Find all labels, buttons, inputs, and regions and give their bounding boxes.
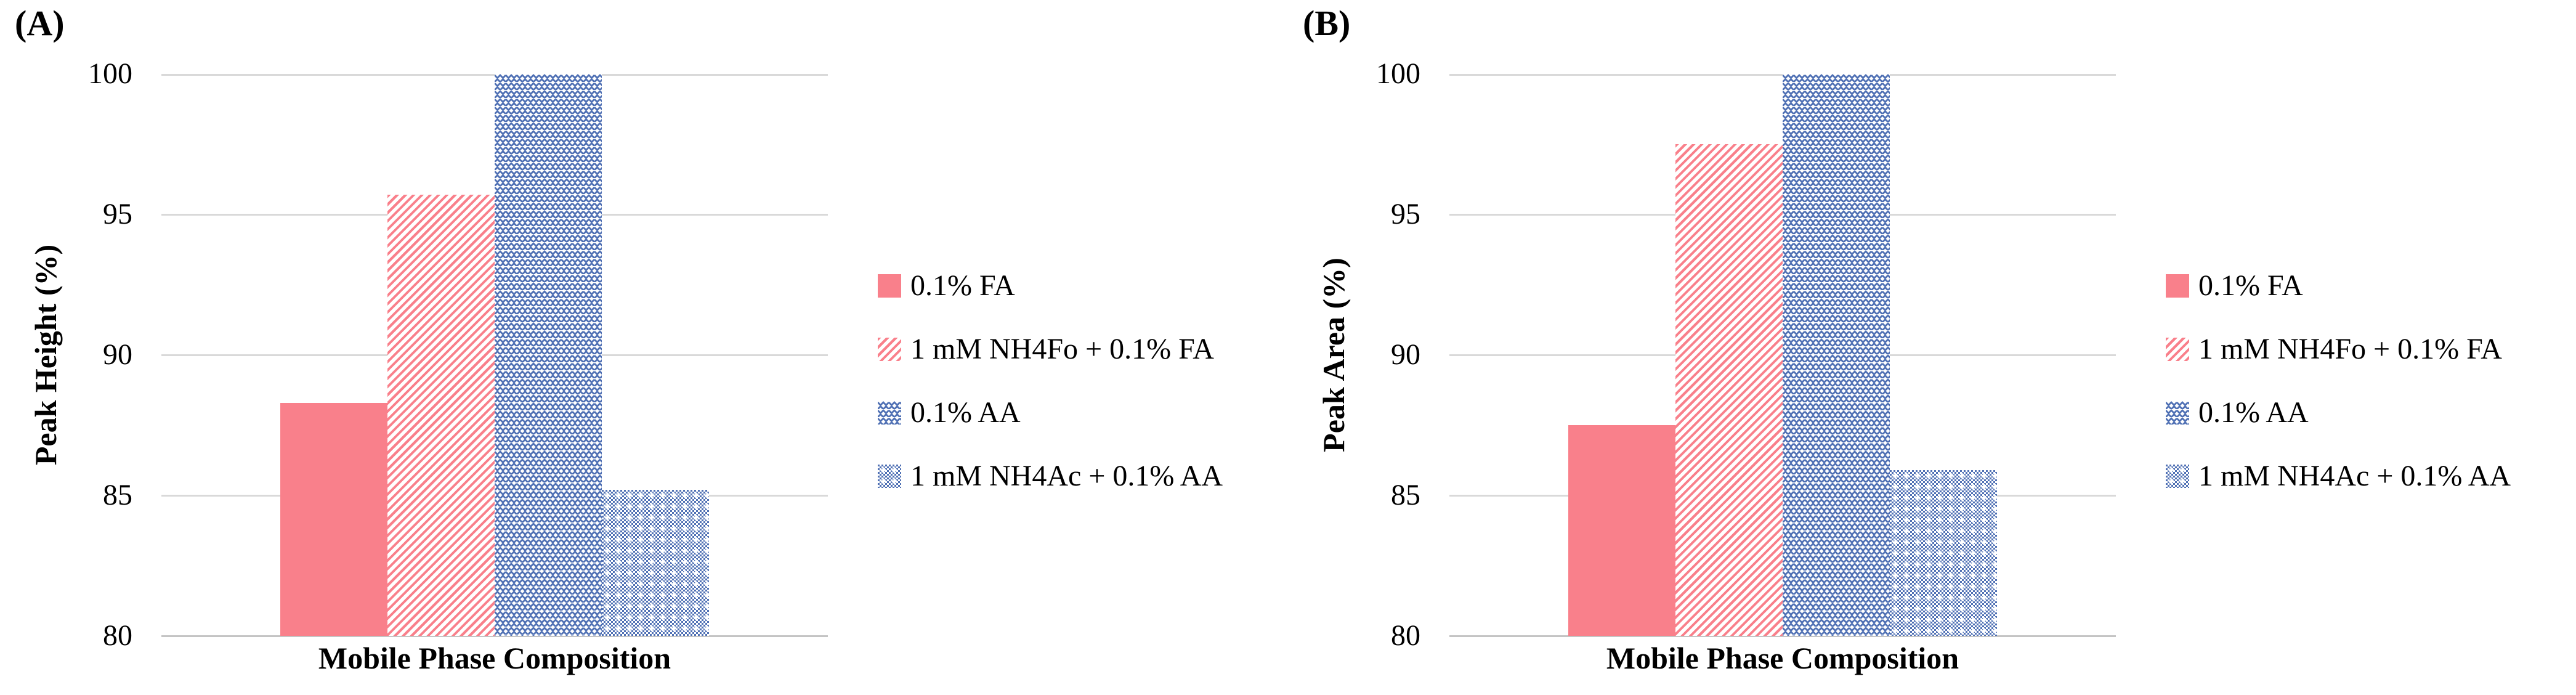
bar [1568,425,1675,636]
legend: 0.1% FA 1 mM NH4Fo + 0.1% FA 0.1% AA 1 mM N… [878,0,1284,695]
legend-item: 1 mM NH4Ac + 0.1% AA [2166,459,2511,494]
legend-label: 0.1% AA [2198,396,2309,429]
y-axis-tick-label: 85 [103,479,132,511]
legend-label: 1 mM NH4Fo + 0.1% FA [910,333,1214,365]
chart-panel-b: (B) Peak Area (%) 100 95 90 85 80 Mobile Pha… [1288,0,2576,695]
legend-item: 1 mM NH4Ac + 0.1% AA [878,459,1223,494]
legend-label: 1 mM NH4Ac + 0.1% AA [910,460,1223,492]
legend-label: 0.1% FA [910,269,1015,302]
plot-area [1449,74,2116,637]
y-axis-tick-label: 100 [1376,57,1420,90]
legend-item: 1 mM NH4Fo + 0.1% FA [2166,332,2502,367]
legend-item: 0.1% FA [2166,269,2303,303]
legend-swatch-solid-icon [2166,274,2189,298]
bar [387,195,495,636]
legend-label: 1 mM NH4Ac + 0.1% AA [2198,460,2511,492]
legend-swatch-solid-icon [878,274,901,298]
y-axis-tick-label: 80 [103,619,132,652]
legend-item: 0.1% AA [878,396,1021,430]
legend-swatch-stripe-icon [2166,338,2189,361]
bar [495,74,602,636]
x-axis-title: Mobile Phase Composition [1606,641,1959,675]
plot-area [161,74,828,637]
bar [1783,74,1890,636]
legend-swatch-zigzag-icon [878,401,901,425]
y-axis-tick-label: 100 [88,57,132,90]
legend-swatch-stripe-icon [878,338,901,361]
bar [280,402,387,636]
legend-swatch-zigzag-icon [2166,401,2189,425]
panel-label: (A) [15,3,65,43]
legend: 0.1% FA 1 mM NH4Fo + 0.1% FA 0.1% AA 1 mM N… [2166,0,2572,695]
legend-item: 1 mM NH4Fo + 0.1% FA [878,332,1214,367]
legend-item: 0.1% AA [2166,396,2309,430]
y-axis-tick-label: 80 [1391,619,1420,652]
bar [1675,144,1783,636]
y-axis-tick-label: 90 [1391,338,1420,371]
y-axis-tick-label: 90 [103,338,132,371]
legend-swatch-check-icon [878,465,901,488]
legend-item: 0.1% FA [878,269,1015,303]
legend-label: 0.1% AA [910,396,1021,429]
legend-label: 0.1% FA [2198,269,2303,302]
legend-label: 1 mM NH4Fo + 0.1% FA [2198,333,2502,365]
panel-label: (B) [1303,3,1351,43]
y-axis-tick-label: 95 [103,198,132,230]
y-axis-tick-label: 85 [1391,479,1420,511]
bar [1890,469,1997,636]
x-axis-baseline [161,635,828,637]
y-axis-tick-label: 95 [1391,198,1420,230]
x-axis-title: Mobile Phase Composition [318,641,671,675]
bar [602,489,709,636]
legend-swatch-check-icon [2166,465,2189,488]
x-axis-baseline [1449,635,2116,637]
chart-panel-a: (A) Peak Height (%) 100 95 90 85 80 Mobile P… [15,0,1284,695]
